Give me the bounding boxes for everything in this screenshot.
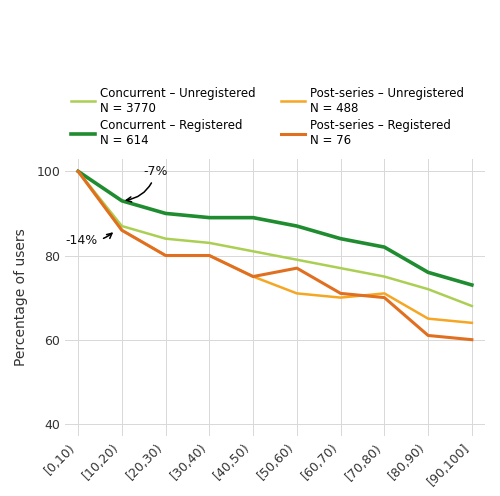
Legend: Post-series – Unregistered
N = 488, Post-series – Registered
N = 76: Post-series – Unregistered N = 488, Post… <box>281 86 464 147</box>
Text: -7%: -7% <box>126 165 168 202</box>
Y-axis label: Percentage of users: Percentage of users <box>14 229 28 367</box>
Text: -14%: -14% <box>66 233 112 248</box>
